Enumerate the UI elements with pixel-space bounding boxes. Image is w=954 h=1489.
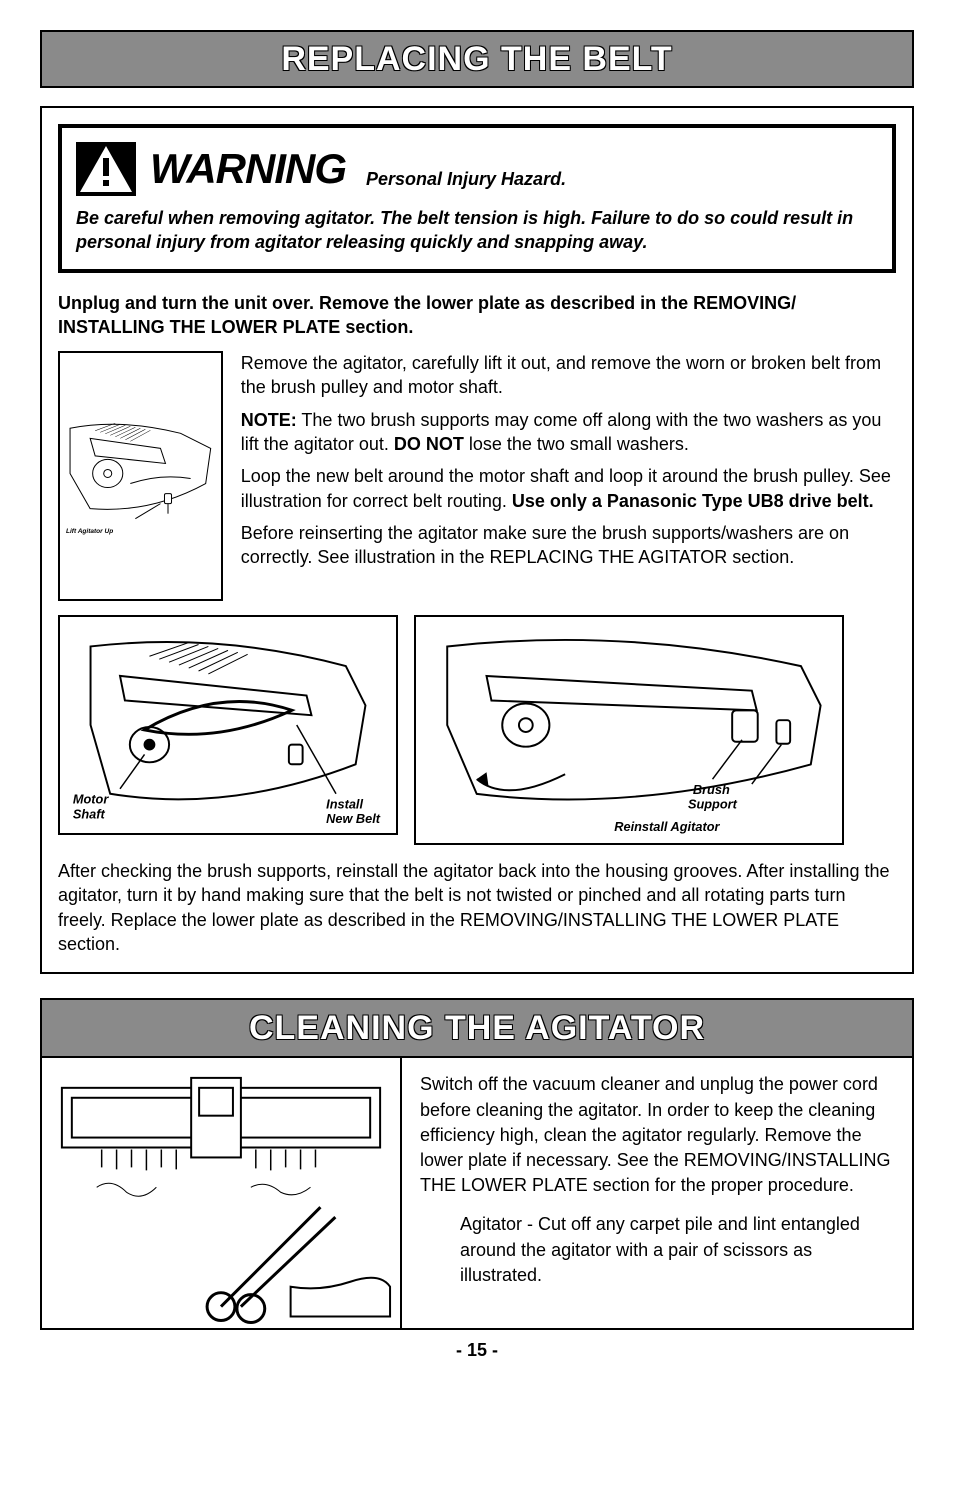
section2-box: CLEANING THE AGITATOR <box>40 998 914 1330</box>
note-bold2: DO NOT <box>394 434 464 454</box>
para2b: Use only a Panasonic Type UB8 drive belt… <box>512 491 874 511</box>
page-number: - 15 - <box>40 1340 914 1361</box>
warning-subtitle: Personal Injury Hazard. <box>366 169 566 196</box>
after-text: After checking the brush supports, reins… <box>58 859 896 956</box>
body-text-1: Remove the agitator, carefully lift it o… <box>241 351 896 577</box>
section2-para2: Agitator - Cut off any carpet pile and l… <box>420 1212 894 1288</box>
section2-banner: CLEANING THE AGITATOR <box>42 1000 912 1058</box>
svg-text:Shaft: Shaft <box>73 806 106 821</box>
section2-body: Switch off the vacuum cleaner and unplug… <box>42 1058 912 1328</box>
note-body2: lose the two small washers. <box>464 434 689 454</box>
figure-a-label: Lift Agitator Up <box>66 528 113 535</box>
section1-title: REPLACING THE BELT <box>281 40 672 79</box>
manual-page: REPLACING THE BELT WARNING Personal Inju… <box>0 0 954 1381</box>
section1-banner: REPLACING THE BELT <box>40 30 914 88</box>
section2-text: Switch off the vacuum cleaner and unplug… <box>420 1058 912 1328</box>
svg-text:Brush: Brush <box>693 782 730 797</box>
para2: Loop the new belt around the motor shaft… <box>241 464 896 513</box>
note-label: NOTE: <box>241 410 297 430</box>
lead-instruction: Unplug and turn the unit over. Remove th… <box>58 291 896 340</box>
row-fig-a-text: Lift Agitator Up Remove the agitator, ca… <box>58 351 896 601</box>
section2-title: CLEANING THE AGITATOR <box>249 1009 705 1048</box>
para1: Remove the agitator, carefully lift it o… <box>241 351 896 400</box>
note-para: NOTE: The two brush supports may come of… <box>241 408 896 457</box>
figure-cleaning-agitator <box>42 1058 402 1328</box>
svg-text:Reinstall Agitator: Reinstall Agitator <box>614 819 720 834</box>
para3: Before reinserting the agitator make sur… <box>241 521 896 570</box>
figure-install-belt: Motor Shaft Install New Belt <box>58 615 398 835</box>
svg-text:Motor: Motor <box>73 792 109 807</box>
section1-box: WARNING Personal Injury Hazard. Be caref… <box>40 106 914 974</box>
figure-lift-agitator: Lift Agitator Up <box>58 351 223 601</box>
row-fig-b-c: Motor Shaft Install New Belt <box>58 615 896 845</box>
svg-text:Support: Support <box>688 797 738 812</box>
warning-header: WARNING Personal Injury Hazard. <box>76 142 874 196</box>
svg-text:New Belt: New Belt <box>326 811 381 826</box>
warning-body: Be careful when removing agitator. The b… <box>76 206 874 255</box>
warning-box: WARNING Personal Injury Hazard. Be caref… <box>58 124 896 273</box>
svg-text:Install: Install <box>326 797 363 812</box>
figure-reinstall-agitator: Brush Support Reinstall Agitator <box>414 615 844 845</box>
warning-title: WARNING <box>150 145 346 193</box>
warning-triangle-icon <box>76 142 136 196</box>
section2-para1: Switch off the vacuum cleaner and unplug… <box>420 1072 894 1198</box>
